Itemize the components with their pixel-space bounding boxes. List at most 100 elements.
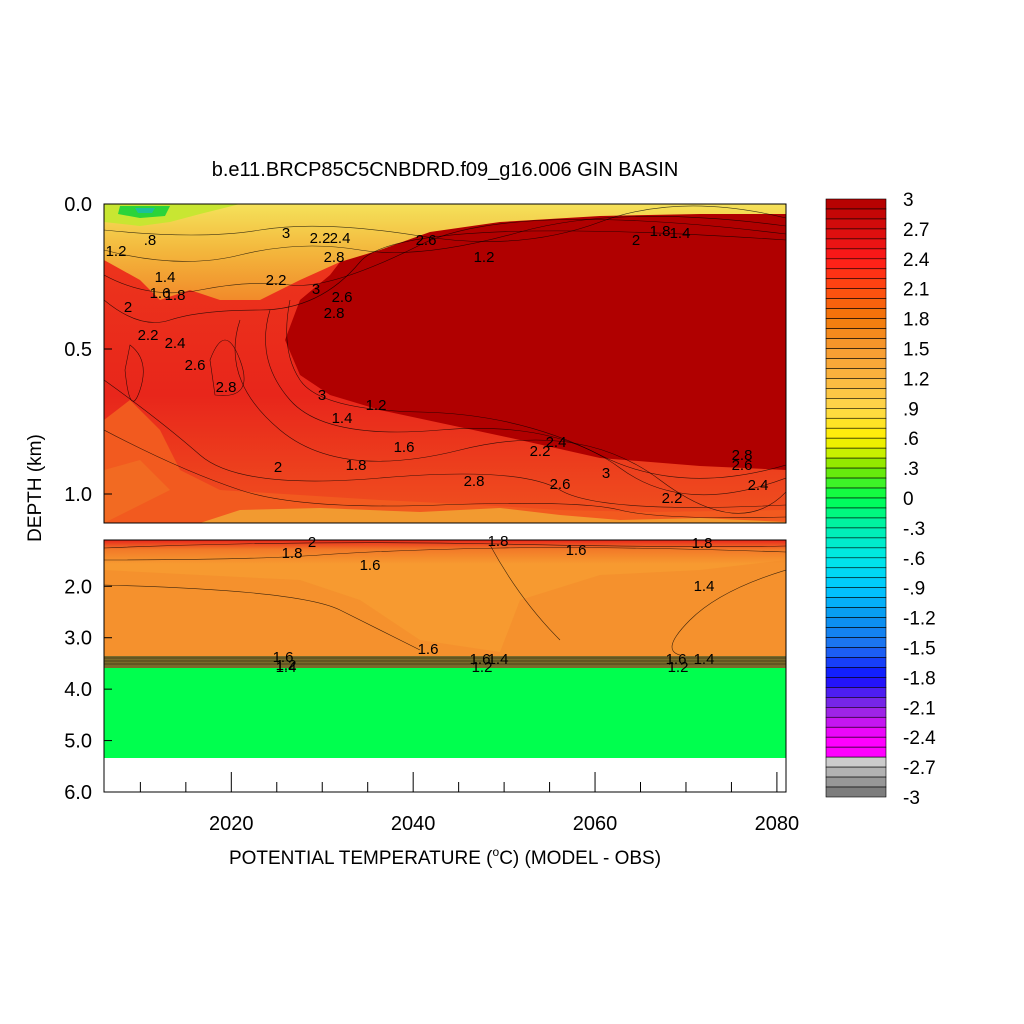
y-axis-label: DEPTH (km) (25, 434, 46, 542)
colorbar-label: -2.7 (903, 758, 936, 779)
colorbar-box (825, 597, 887, 608)
colorbar-label: 2.7 (903, 220, 929, 241)
contour-label: 1.6 (394, 439, 415, 456)
y-tick-label-lower: 2.0 (64, 576, 92, 598)
x-tick-label: 2020 (209, 813, 254, 835)
contour-label: 1.4 (694, 651, 715, 668)
colorbar-label: 1.8 (903, 310, 929, 331)
y-axis: 0.0 0.5 1.0 2.0 3.0 4.0 5.0 6.0 (64, 194, 112, 804)
colorbar-label: -.3 (903, 519, 925, 540)
contour-label: 2.2 (310, 230, 331, 247)
colorbar-box (825, 278, 887, 290)
colorbar-box (825, 667, 887, 678)
upper-panel-frame (103, 203, 787, 524)
lower-panel-frame (103, 539, 787, 793)
contour-label: 2.2 (138, 327, 159, 344)
colorbar-box (825, 637, 887, 648)
colorbar-box (825, 706, 887, 718)
contour-label: 1.8 (282, 545, 303, 562)
colorbar-box (825, 587, 887, 598)
contour-label: 3 (602, 465, 610, 482)
y-tick-label-lower: 5.0 (64, 731, 92, 753)
colorbar-box (825, 766, 887, 778)
colorbar-box (825, 268, 887, 280)
colorbar-box (825, 378, 887, 389)
colorbar-box (825, 198, 887, 210)
contour-label: 1.6 (418, 641, 439, 658)
colorbar-box (825, 507, 887, 519)
contour-label: 1.2 (106, 243, 127, 260)
contour-label: 1.6 (470, 651, 491, 668)
y-tick-label-lower: 6.0 (64, 782, 92, 804)
colorbar-label: .6 (903, 429, 919, 450)
colorbar-label: 0 (903, 489, 914, 510)
contour-label: 1.8 (692, 535, 713, 552)
colorbar-box (825, 537, 887, 549)
colorbar-box (825, 517, 887, 529)
colorbar-box (825, 677, 887, 688)
y-tick-label-upper: 1.0 (64, 484, 92, 506)
contour-label: 1.4 (332, 410, 353, 427)
colorbar-box (825, 417, 887, 429)
x-axis-label: POTENTIAL TEMPERATURE (oC) (MODEL - OBS) (229, 845, 661, 869)
colorbar-box (825, 547, 887, 559)
warm-core-region (285, 214, 786, 470)
y-tick-label-lower: 3.0 (64, 628, 92, 650)
contour-label: 1.2 (474, 249, 495, 266)
contour-label: 1.8 (650, 223, 671, 240)
colorbar-box (825, 756, 887, 768)
colorbar-label: -2.4 (903, 728, 936, 749)
upper-panel-field (104, 204, 786, 523)
colorbar-box (825, 407, 887, 419)
x-tick-label: 2040 (391, 813, 436, 835)
x-tick-label: 2080 (755, 813, 800, 835)
colorbar-box (825, 607, 887, 618)
contour-label: 2.8 (732, 447, 753, 464)
colorbar-box (825, 427, 887, 439)
contour-label: 2.4 (330, 230, 351, 247)
colorbar-box (825, 657, 887, 668)
contour-label: 2 (308, 534, 316, 551)
lower-panel-field (104, 540, 786, 792)
contour-label: 2.2 (662, 490, 683, 507)
colorbar-box (825, 398, 887, 409)
colorbar-box (825, 726, 887, 738)
y-tick-label-upper: 0.0 (64, 194, 92, 216)
contour-label: 2.4 (165, 335, 186, 352)
colorbar-label: 2.1 (903, 280, 929, 301)
colorbar-box (825, 457, 887, 469)
contour-label: 2.6 (416, 232, 437, 249)
colorbar-box (825, 368, 887, 379)
colorbar-box (825, 647, 887, 658)
contour-label: 2.4 (748, 477, 769, 494)
colorbar-label: 3 (903, 190, 914, 211)
contour-label: 1.2 (366, 397, 387, 414)
colorbar-label: -.6 (903, 549, 925, 570)
contour-label: 2.8 (324, 249, 345, 266)
colorbar-box (825, 318, 887, 329)
colorbar-box (825, 348, 887, 359)
contour-label: .8 (144, 232, 157, 249)
contour-label: 2.6 (332, 289, 353, 306)
upper-contour-labels: 1.2.81.41.61.822.2 2.42.62.8 31.21.41.61.8… (106, 223, 769, 507)
colorbar-label: -1.8 (903, 668, 936, 689)
contour-label: 1.6 (273, 649, 294, 666)
contour-label: 3 (312, 281, 320, 298)
colorbar-label: -3 (903, 788, 920, 809)
colorbar-box (825, 258, 887, 270)
contour-label: 1.2 (472, 659, 493, 676)
colorbar-box (825, 487, 887, 499)
contour-label: 2.4 (546, 434, 567, 451)
colorbar-box (825, 467, 887, 479)
colorbar-box (825, 298, 887, 309)
colorbar-box (825, 437, 887, 449)
colorbar-label: 1.5 (903, 340, 929, 361)
colorbar-label: -1.2 (903, 609, 936, 630)
contour-label: 1.6 (150, 285, 171, 302)
contour-label: 1.2 (668, 659, 689, 676)
contour-label: 1.4 (488, 651, 509, 668)
bottom-green-region (104, 668, 786, 758)
contour-label: 1.8 (165, 287, 186, 304)
colorbar-label: .9 (903, 399, 919, 420)
